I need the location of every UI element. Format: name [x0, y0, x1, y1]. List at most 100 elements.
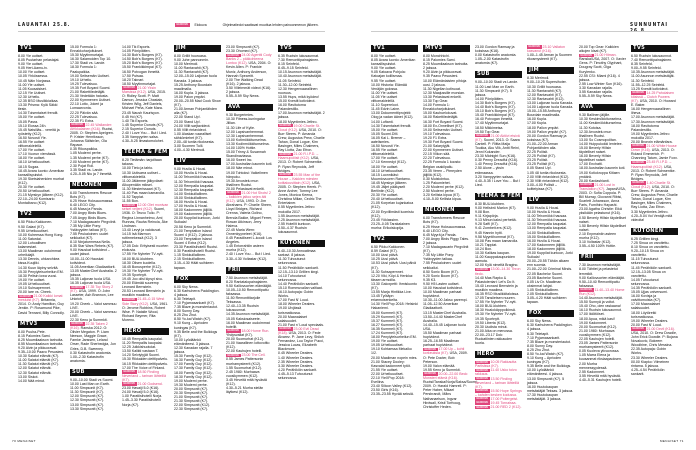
program-entry: 12.30 Rantavahti (K12). [527, 96, 565, 101]
film-title: 18.50 Finding Neverland – tarinan lähtei… [122, 369, 166, 382]
footer-page-left: 70 MENAISET [12, 439, 36, 443]
channel-section: MTV3 8.00 Monchhichi. 8.15 Palomies Sami. 8… [423, 45, 470, 201]
channel-section: FRII 7.50 Asunnon metsästäjät. 8.20 Rantat… [226, 266, 273, 395]
film-entry: Elokuva 23.00 Evil Dead (K18). USA, 2013.… [278, 327, 325, 352]
channel-section: NELONEN 6.00 Transformers Rescue Bots (K7… [423, 207, 478, 409]
program-entry: 3.55 Hirveitä mitä hyvästä. [579, 373, 621, 378]
film-entry: Elokuva 21.00 R.I.P.D. – Haamupoliisit (K… [278, 152, 325, 173]
program-entry: 22.45 Maria Wern: Onnenkyyneleet (K16). [226, 227, 263, 236]
program-entry: 7.30 Asunnon metsästäjät. [579, 263, 621, 268]
program-entry: 6.30 Teletapit. [174, 296, 197, 301]
program-entry: 23.35 Veren – Pimeyden jäljillä (K12). [423, 168, 462, 177]
film-info: Britannia, 2014. O: Andy Hamilton, Guy J… [18, 298, 65, 315]
film-legend-label: Elokuva [194, 23, 207, 27]
channel-section: 20.00 Top Gear: Kaikkien aikojen kisat (… [579, 45, 626, 98]
program-entry: 13.40 Levyt ja valokuvat. [122, 227, 162, 232]
channel-header: AVA [226, 104, 273, 112]
channel-header: TV5 [631, 45, 678, 52]
program-entry: 11.00 Yle uutiset. [18, 82, 46, 87]
program-entry: 11.00 Kauppakaupunkien aamuta. [475, 255, 515, 264]
program-entry: 9.35 Belle and the Bulldogs (K7). [174, 329, 218, 338]
program-entry: 18.00 Apua, mikä kasi! [579, 316, 615, 321]
channel-section: TV1 8.00 Yle uutiset. 8.05 Puutarhan pelas… [18, 45, 65, 205]
channel-header: LIV [527, 197, 574, 204]
channel-section: TV5 6.50 Ruotsin lukusaunnot. 7.40 Remontt… [631, 45, 678, 222]
program-entry: 15.25 Anthony Bourdain maailmalla. [174, 82, 212, 91]
program-entry: 1.45–3.30 Paratiisihotelli Norja (K7). [122, 398, 161, 407]
listing-column: TV5 6.35 Ruotsin lukusaunnat. 7.30 Remontt… [278, 45, 325, 380]
program-entry: 18.00 Myyntimies Jethro. [278, 119, 318, 124]
film-info: USA, 1961. O: Jerome Robbins, Robert Wis… [122, 301, 169, 322]
program-entry: 3.20 Kellista kipua (K7). [423, 193, 461, 198]
program-entry: 20.00 Elämää suuremp Leonard Bernstein. [122, 281, 159, 290]
film-info: USA, 2013. O: Robert Schwentke. P: Ryan … [631, 164, 676, 181]
film-entry: Elokuva 23.45 R.I.P.D. – Haamupoliisit (K… [631, 160, 678, 181]
program-entry: 10.53 Uusi päivä: Uusi päivä (K7). [371, 261, 416, 270]
program-entry: 9.13 Minun kaksi perhettä. [475, 218, 517, 223]
program-entry: 2.00 The Walking Dead (K16). 2 jaksoa. [226, 77, 263, 86]
program-entry: 0.30 Paratiisihotelli Ruotsi. [174, 249, 216, 254]
program-entry: 10.00 Hauskat kotivideot. [423, 285, 463, 290]
program-entry: 15.45 Natsilläs... vereitä ja ryöstetty … [18, 127, 60, 136]
channel-header: FOX [174, 275, 221, 283]
program-entry: 23.25 Poliisit (K7). [527, 162, 556, 167]
program-entry: 17.50 Putsaa. [122, 73, 144, 78]
film-badge: Elokuva [226, 329, 241, 333]
program-entry: 22.25 Tulevaisuu. [70, 114, 98, 119]
program-entry: 10.30 Salatut elämät (K7). [18, 354, 60, 359]
program-entry: 9.00–10.25 Supersihoter. [527, 80, 567, 85]
film-badge: Elokuva [631, 181, 646, 185]
film-info: Ruotsi, 2005. O: Stephen Apelgren. P: Kr… [70, 126, 114, 148]
program-entry: 21.30 Simpsonit (K7). [174, 399, 209, 404]
program-entry: 23.00 Havaiji 5-0 (K16). [122, 386, 160, 391]
film-badge: Elokuva [278, 123, 293, 128]
program-entry: 9.45 Hannin hytti. [475, 230, 503, 235]
program-entry: 10.45 Näin Norjassa. [18, 78, 52, 83]
program-entry: 19.00 Valon elämää. [423, 363, 456, 368]
program-entry: 14.30 Kuun läpiny selvitä. [18, 265, 59, 270]
channel-header: JIM [527, 67, 574, 75]
film-title: 23.55 Man of the House – Kakkien miesten… [278, 172, 321, 185]
film-info: USA, 2015. O: Ridley Scott. P: Matt Damo… [122, 90, 166, 111]
program-entry: 8.25 Muumilaakson tarinoita. 2 jaksoa. [423, 62, 469, 71]
program-entry: 0.45 Wheeler Dealers. [278, 351, 314, 356]
program-entry: 1.05–2.00 Katastrofin anatomia (K7). [475, 57, 509, 66]
film-entry: Elokuva 15.50 Hope Springs – kahden keske… [475, 389, 522, 397]
program-entry: 9.00 Kalliovuorten elämääjät. [579, 275, 625, 280]
program-entry: 6.40–10.30 Annoatimaa sarkavi. 8 jaksoa. [278, 249, 316, 258]
program-entry: 0.45 Hd (K7). [122, 114, 144, 119]
program-entry: 12.15–13.10 Grillien kingi. [278, 269, 320, 274]
program-entry: 14.40 Asunnon metsästäjät. [579, 296, 623, 301]
program-entry: 19.45 Jäljet pääkyselt Berliiniin (K12). [371, 185, 406, 194]
program-entry: 10.00 Elämänlaisten pihloja uusi. 2 jaks… [423, 78, 467, 87]
program-entry: 13.30 Simpsonit (K7). [70, 406, 105, 411]
program-entry: 7.10 Pyjamasankarit (K7). [174, 300, 215, 305]
program-entry: 22.30 Simpsonit (K7). [174, 407, 209, 412]
program-entry: 11.30 Seinfeld. [631, 78, 655, 83]
listing-column: 23.00 Simpsonit (K7). 23.30 Ohomed (K7). E… [226, 45, 273, 394]
channel-header: MTV3 [18, 320, 65, 328]
film-title: 13.50 Finding Neverland – tarinan lähtei… [475, 376, 519, 389]
program-entry: 19.00 Kadonneen jäljillä. [174, 212, 213, 217]
channel-section: TV2 6.50 Pikku Kakkonen. 9.50 Galaxi (K7).… [18, 211, 65, 315]
channel-section: 23.00 Simpsonit (K7). 23.30 Ohomed (K7). E… [226, 45, 273, 98]
program-entry: 2.00 Villit rintavideot (K12). [527, 174, 570, 179]
program-entry: 21.00 Aika on menossa. [475, 328, 513, 333]
film-title: 21.00 Kaikki lomat mestuist (K7). [18, 294, 63, 303]
program-entry: 10.30–11.00 Jakso parempi. [423, 298, 468, 303]
program-entry: 11.30 Tehomökki hausaa. [174, 179, 215, 184]
program-entry: 2.05 Sinkkuillallinen. [527, 291, 560, 296]
film-info: USA, 1999. O: John Lasseter, Ash Brannon… [70, 289, 114, 302]
film-badge: Elokuva [423, 347, 438, 352]
program-entry: 18.00 Australian kaunein koti. [579, 166, 626, 171]
program-entry: 13.00 Dokumenttiprojekti: Olog ja vadan … [371, 111, 414, 120]
program-entry: 21.00 Fast n' Loud speciaals. [278, 322, 325, 327]
program-entry: 22.10 YleXPop 2018: Eveliina. [371, 376, 405, 385]
program-entry: 18.00 Löytöretki turismatkossa. [631, 310, 657, 319]
program-entry: 4.30–5.25 Ilmastomolohet. [122, 139, 164, 144]
program-entry: 10.30 Fitness-kuningatar Jillian. [226, 117, 266, 126]
film-title: 19.00 Charlie St. Cloud (K12). [278, 123, 320, 132]
program-entry: 2.55 Hotellit kuntoon. [278, 221, 312, 226]
film-title: 17.35 Toy Story 2 (K7). [70, 285, 114, 294]
program-entry: 10.35 Asunnon metsästäjät. [631, 70, 675, 75]
